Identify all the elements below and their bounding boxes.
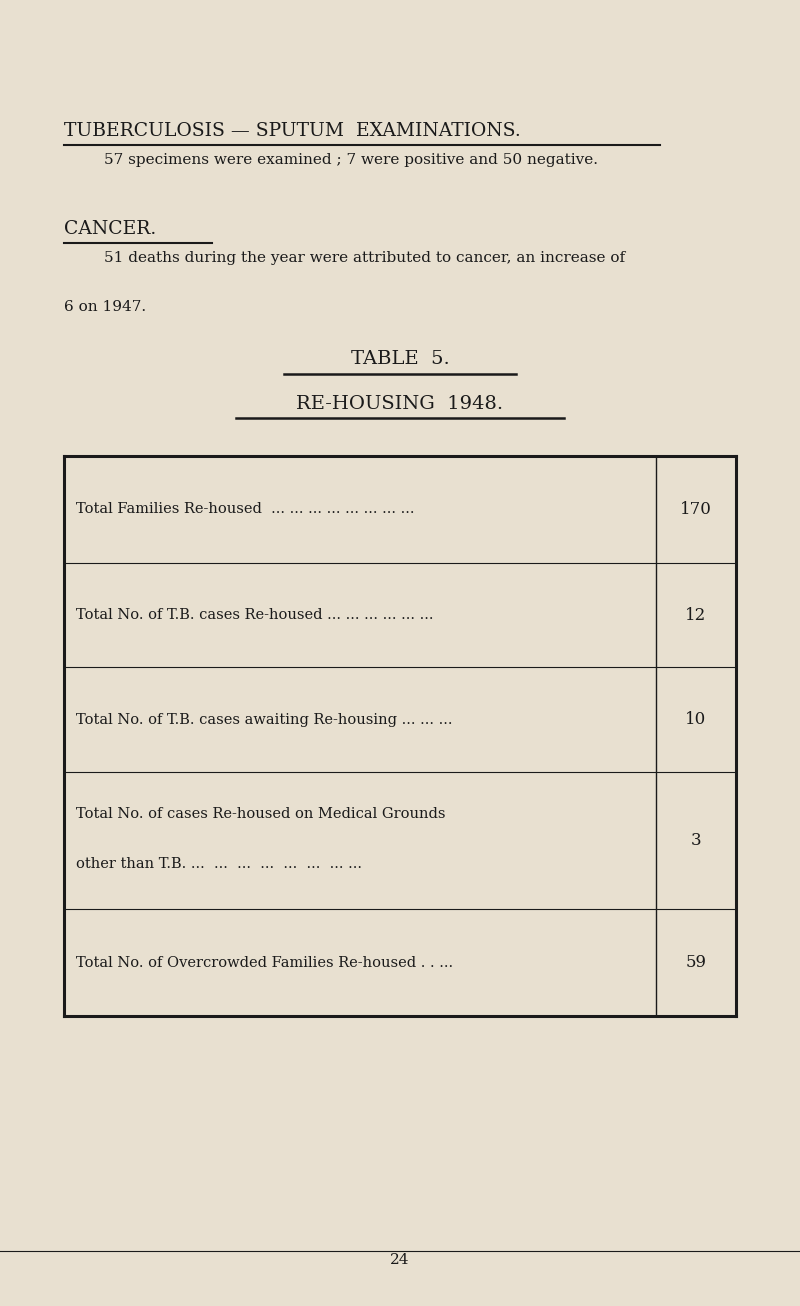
Text: Total No. of T.B. cases awaiting Re-housing ... ... ...: Total No. of T.B. cases awaiting Re-hous…	[76, 713, 453, 726]
Text: Total No. of cases Re-housed on Medical Grounds: Total No. of cases Re-housed on Medical …	[76, 807, 446, 821]
Text: CANCER.: CANCER.	[64, 219, 156, 238]
Text: 59: 59	[686, 953, 706, 972]
Text: Total No. of Overcrowded Families Re-housed . . ...: Total No. of Overcrowded Families Re-hou…	[76, 956, 453, 969]
Text: 57 specimens were examined ; 7 were positive and 50 negative.: 57 specimens were examined ; 7 were posi…	[104, 153, 598, 167]
Text: 24: 24	[390, 1252, 410, 1267]
Text: 51 deaths during the year were attributed to cancer, an increase of: 51 deaths during the year were attribute…	[104, 251, 625, 265]
Text: 10: 10	[686, 710, 706, 729]
Text: 3: 3	[690, 832, 702, 849]
Text: 170: 170	[680, 500, 712, 518]
Text: 6 on 1947.: 6 on 1947.	[64, 300, 146, 315]
Text: 12: 12	[686, 606, 706, 624]
Text: other than T.B. ...  ...  ...  ...  ...  ...  ... ...: other than T.B. ... ... ... ... ... ... …	[76, 857, 362, 871]
Text: Total No. of T.B. cases Re-housed ... ... ... ... ... ...: Total No. of T.B. cases Re-housed ... ..…	[76, 609, 434, 622]
Text: Total Families Re-housed  ... ... ... ... ... ... ... ...: Total Families Re-housed ... ... ... ...…	[76, 503, 414, 516]
Text: TUBERCULOSIS — SPUTUM  EXAMINATIONS.: TUBERCULOSIS — SPUTUM EXAMINATIONS.	[64, 121, 521, 140]
Text: RE-HOUSING  1948.: RE-HOUSING 1948.	[297, 394, 503, 413]
Text: TABLE  5.: TABLE 5.	[350, 350, 450, 368]
